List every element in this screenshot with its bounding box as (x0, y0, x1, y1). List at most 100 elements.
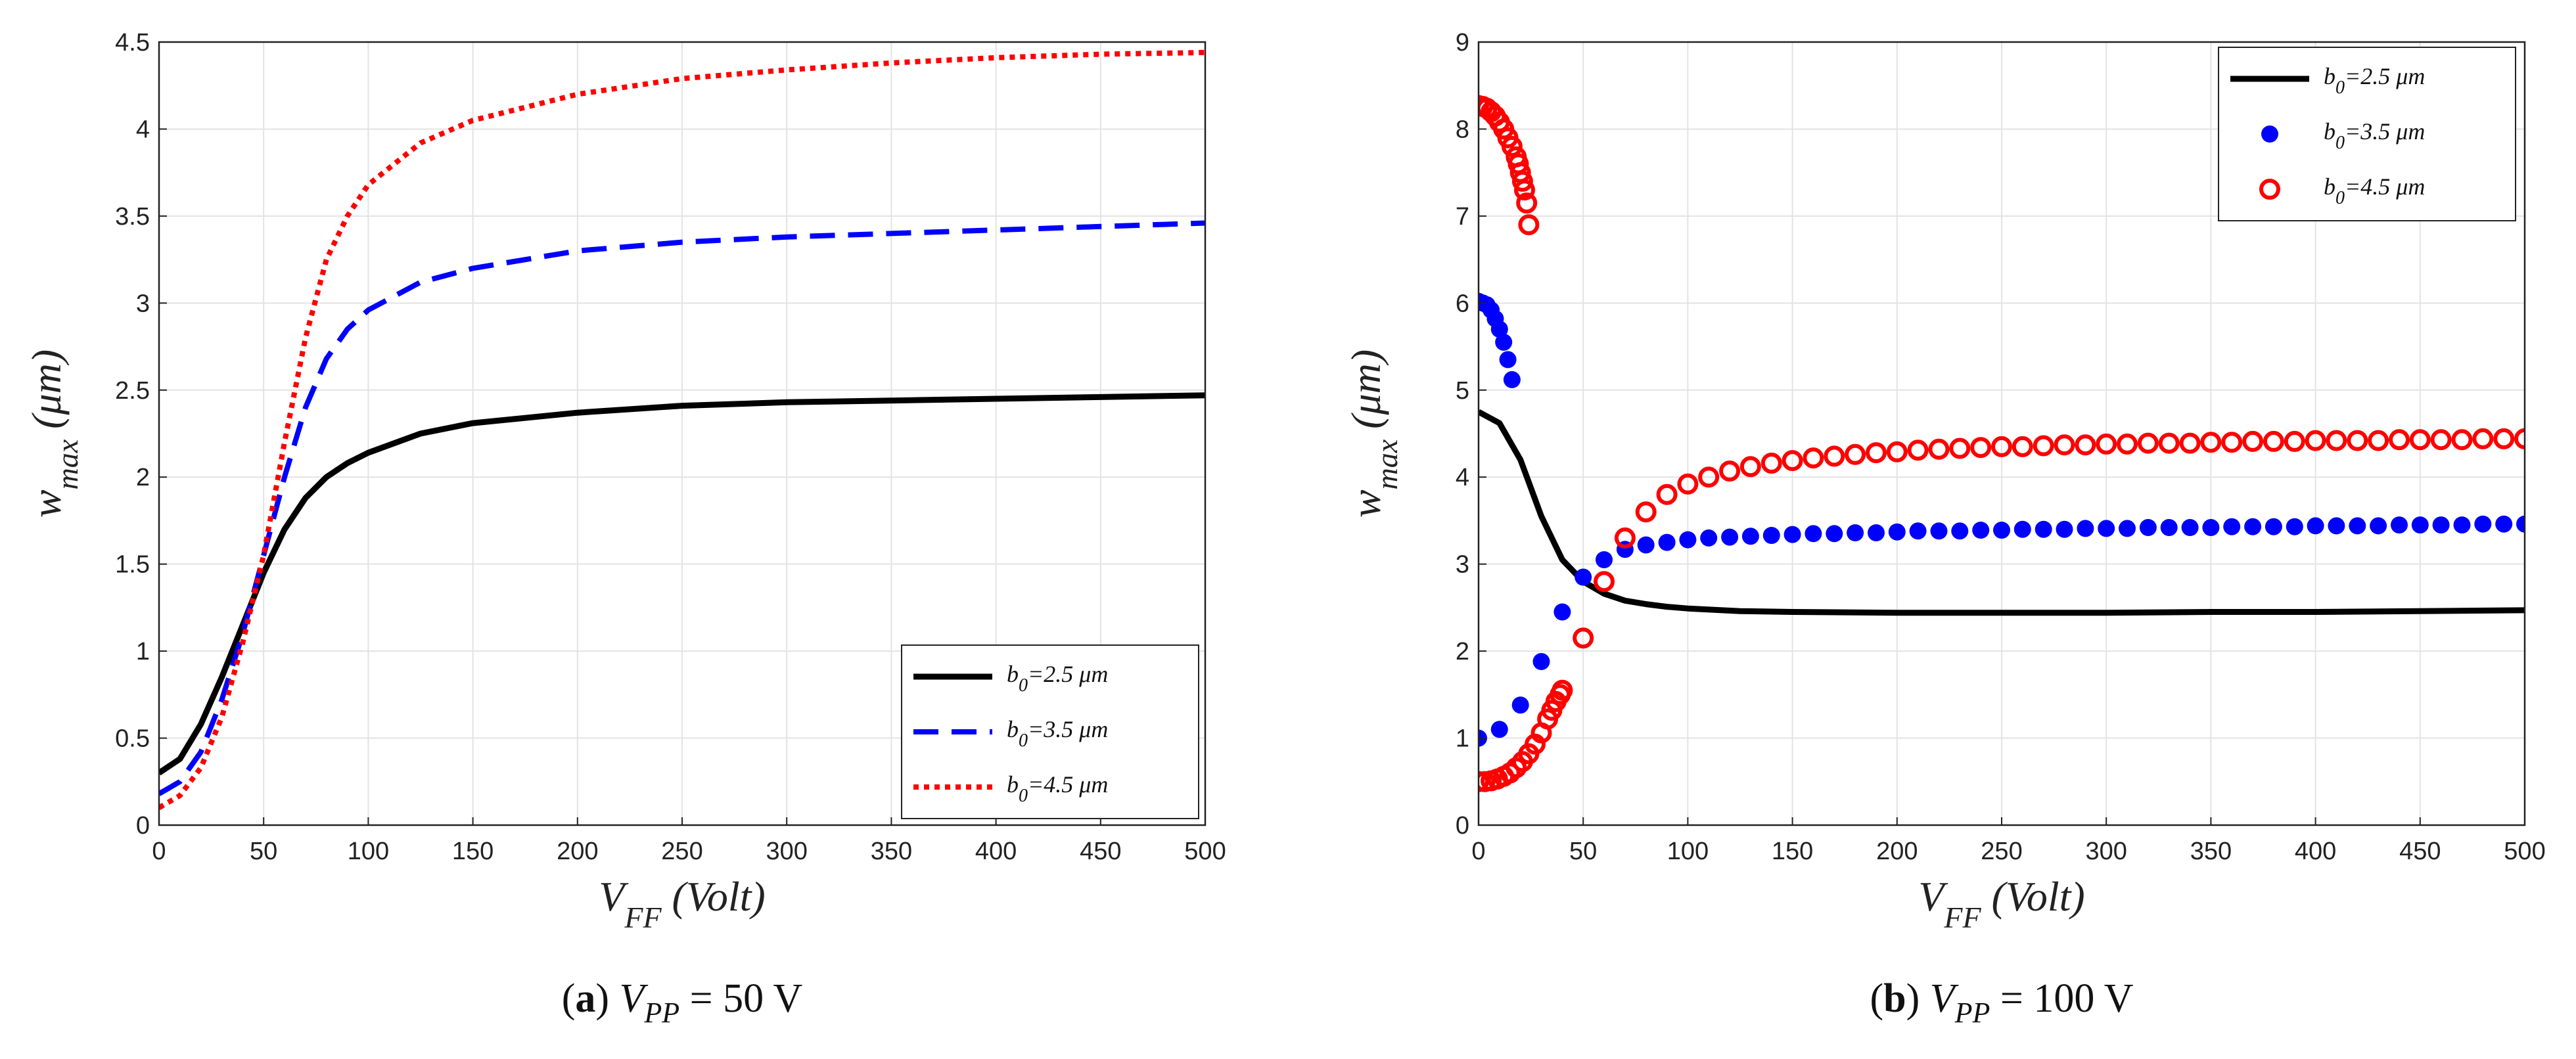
panel-caption: (a) VPP = 50 V (562, 976, 803, 1029)
series-2-point (2514, 428, 2525, 449)
series-2-point (1949, 438, 1971, 459)
series-1-point (1490, 721, 1508, 738)
series-2-point (1782, 450, 1803, 472)
series-1-point (2411, 516, 2429, 534)
legend-label-2: b0=4.5 μm (2324, 173, 2425, 208)
x-tick-label: 200 (557, 838, 598, 865)
series-2-point (1594, 571, 1615, 593)
x-tick-label: 100 (348, 838, 389, 865)
series-1-point (2244, 518, 2262, 535)
series-2-point (1866, 442, 1887, 464)
series-1-point (1930, 522, 1948, 540)
series-1-point (1679, 531, 1697, 549)
series-2-point (2221, 432, 2243, 453)
series-1-point (2056, 520, 2073, 538)
series-1-point (1741, 528, 1759, 545)
series-1-point (2307, 517, 2324, 535)
series-1-point (1805, 525, 1822, 543)
legend: b0=2.5 μm b0=3.5 μm b0=4.5 μm (901, 644, 1199, 819)
series-1-point (2474, 515, 2492, 533)
series-1-point (1700, 529, 1718, 547)
legend-swatch-2 (2259, 179, 2280, 200)
x-tick-label: 300 (766, 838, 807, 865)
series-2-point (2075, 434, 2096, 456)
series-1-point (2098, 520, 2115, 537)
series-1-point (2495, 515, 2513, 533)
series-1-point (1721, 528, 1739, 546)
series-2-point (2012, 436, 2033, 457)
legend-label-0: b0=2.5 μm (2324, 63, 2425, 98)
series-2-point (2326, 430, 2347, 451)
y-tick-label: 9 (1456, 29, 1469, 56)
series-1-point (2328, 517, 2345, 535)
chart-panel-a: 0 50 100 150 200 250 300 350 400 450 500 0 0.5 1 1.5 2 2… (23, 29, 1226, 1029)
x-tick-label: 500 (2504, 838, 2545, 865)
series-1-point (2013, 520, 2031, 538)
series-1-point (2035, 520, 2052, 538)
series-1-point (2453, 516, 2471, 534)
series-1-point (2391, 516, 2408, 534)
panel-caption: (b) VPP = 100 V (1870, 976, 2133, 1029)
series-1-point (2202, 519, 2220, 536)
y-tick-label: 3.5 (115, 203, 150, 231)
series-2-point (2347, 430, 2368, 451)
series-2-point (2242, 430, 2264, 452)
y-axis-label: wmax (μm) (23, 349, 84, 518)
x-tick-label: 100 (1667, 838, 1709, 865)
series-2-point (1573, 627, 1594, 649)
series-1-line (159, 220, 1205, 796)
x-tick-label: 250 (1981, 838, 2022, 865)
series-2-point (1719, 461, 1741, 482)
x-tick-label: 400 (2295, 838, 2336, 865)
legend-label-1: b0=3.5 μm (1007, 716, 1108, 751)
x-tick-label: 450 (2399, 838, 2441, 865)
series-1-point (2370, 517, 2387, 535)
x-tick-label: 400 (975, 838, 1017, 865)
series-2-point (1886, 441, 1908, 462)
chart-panel-b: 0 50 100 150 200 250 300 350 400 450 500 0 1 2 3 4 5 6 7 8 9… (1343, 29, 2546, 1029)
y-axis-label: wmax (μm) (1343, 349, 1404, 518)
series-2-point (1552, 679, 1573, 701)
series-1-point (1993, 522, 2010, 539)
series-1-point (1532, 653, 1550, 670)
series-2-point (2200, 432, 2222, 453)
series-2-point (2493, 428, 2515, 449)
series-2-point (1614, 527, 1636, 549)
series-2-point (1824, 445, 1845, 467)
legend-swatch-1 (2261, 125, 2278, 143)
series-2-point (2117, 433, 2138, 455)
x-tick-label: 500 (1184, 838, 1226, 865)
series-2-point (2179, 432, 2201, 454)
y-tick-label: 0.5 (115, 725, 150, 753)
x-axis-label: VFF (Volt) (1918, 873, 2084, 934)
series-2-point (1501, 135, 1523, 157)
series-1-point (1888, 523, 1906, 541)
y-tick-label: 3 (136, 290, 150, 317)
series-2-point (2430, 429, 2452, 451)
series-group (159, 49, 1205, 810)
series-0-line (1479, 409, 2525, 616)
series-2-point (2096, 433, 2117, 455)
y-tick-label: 2.5 (115, 377, 150, 405)
y-tick-label: 8 (1456, 116, 1469, 143)
x-tick-label: 200 (1876, 838, 1918, 865)
y-tick-label: 1.5 (115, 551, 150, 579)
series-1-point (1762, 527, 1780, 544)
series-1-point (1909, 522, 1927, 540)
series-2-point (2389, 429, 2410, 451)
y-tick-label: 4.5 (115, 29, 150, 56)
series-1-point (2139, 519, 2157, 536)
series-0-line (159, 392, 1205, 776)
series-1-point (1868, 524, 1885, 541)
x-tick-label: 0 (152, 838, 166, 865)
x-tick-label: 50 (1569, 838, 1597, 865)
series-1-point (1847, 524, 1864, 541)
y-tick-label: 1 (1456, 725, 1469, 753)
series-2-point (1760, 453, 1782, 474)
series-1-point (2181, 519, 2199, 536)
series-2-point (1739, 456, 1761, 478)
x-tick-label: 150 (1772, 838, 1813, 865)
series-2-point (1516, 192, 1538, 214)
series-1-point (2223, 518, 2241, 535)
x-tick-label: 350 (871, 838, 912, 865)
